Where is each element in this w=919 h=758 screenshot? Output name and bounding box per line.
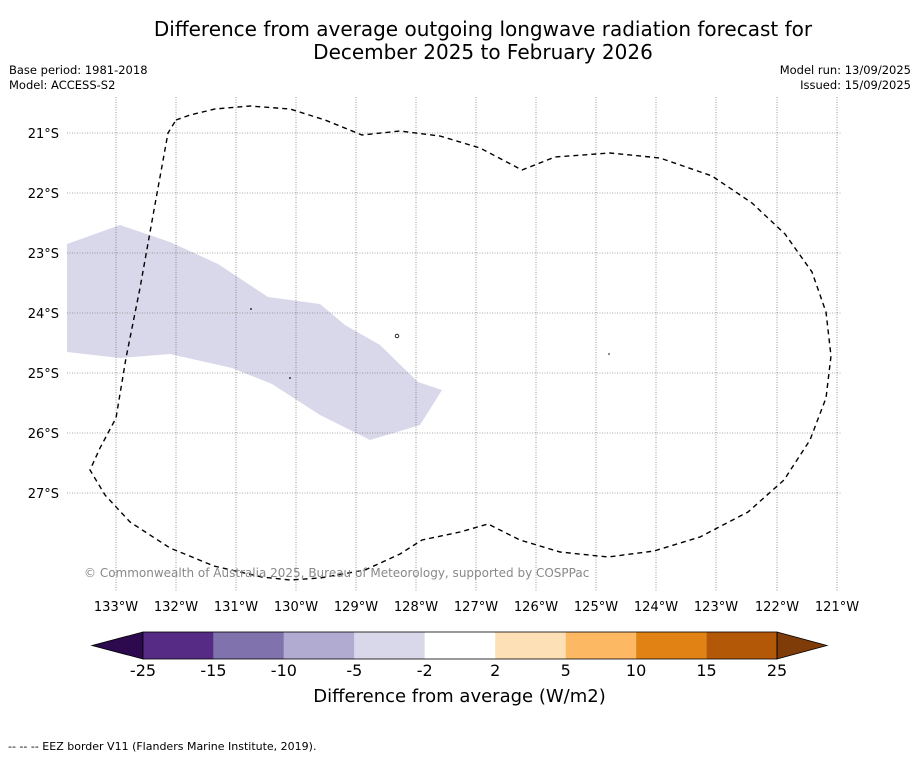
data-speck (250, 308, 252, 310)
colorbar-tick-label: -2 (416, 661, 433, 680)
map-title: Difference from average outgoing longwav… (0, 18, 919, 64)
run-info: Model run: 13/09/2025 Issued: 15/09/2025 (780, 63, 911, 93)
colorbar-segment (495, 632, 566, 659)
longitude-label: 128°W (394, 600, 438, 615)
colorbar-title: Difference from average (W/m2) (313, 686, 606, 707)
latitude-label: 23°S (28, 247, 59, 262)
colorbar-tick-label: -10 (270, 661, 297, 680)
latitude-label: 22°S (28, 187, 59, 202)
colorbar-tick-label: -5 (346, 661, 363, 680)
title-line-2: December 2025 to February 2026 (313, 40, 653, 64)
colorbar-tick-label: 5 (560, 661, 571, 680)
latitude-label: 21°S (28, 127, 59, 142)
latitude-label: 26°S (28, 427, 59, 442)
colorbar-tick-label: 15 (696, 661, 717, 680)
model-run-text: Model run: 13/09/2025 (779, 63, 911, 77)
issued-text: Issued: 15/09/2025 (800, 78, 911, 92)
title-line-1: Difference from average outgoing longwav… (153, 17, 813, 41)
colorbar-segment (636, 632, 707, 659)
longitude-label: 124°W (634, 600, 678, 615)
base-period-text: Base period: 1981-2018 (9, 63, 148, 77)
colorbar-extend-high (776, 631, 829, 660)
longitude-label: 121°W (815, 600, 859, 615)
model-text: Model: ACCESS-S2 (9, 78, 116, 92)
colorbar-outline (142, 631, 778, 660)
longitude-label: 126°W (514, 600, 558, 615)
latitude-label: 27°S (28, 487, 59, 502)
longitude-label: 123°W (694, 600, 738, 615)
colorbar-tick-label: -15 (200, 661, 227, 680)
longitude-label: 130°W (274, 600, 318, 615)
gridlines (67, 97, 842, 592)
latitude-label: 24°S (28, 307, 59, 322)
longitude-label: 127°W (454, 600, 498, 615)
anomaly-region (67, 225, 442, 440)
longitude-label: 131°W (214, 600, 258, 615)
colorbar-segment (424, 632, 496, 659)
footer-note: -- -- -- EEZ border V11 (Flanders Marine… (8, 740, 317, 753)
colorbar-extend-low (90, 631, 144, 660)
colorbar-segment (565, 632, 637, 659)
copyright-text: © Commonwealth of Australia 2025, Bureau… (84, 566, 589, 580)
longitude-label: 125°W (574, 600, 618, 615)
eez-border (89, 105, 832, 581)
colorbar-segment (354, 632, 425, 659)
longitude-label: 129°W (334, 600, 378, 615)
latitude-labels: 21°S 22°S 23°S 24°S 25°S 26°S 27°S (28, 127, 59, 502)
colorbar-segment (213, 632, 284, 659)
data-speck (394, 333, 400, 339)
colorbar-segment (706, 632, 777, 659)
colorbar-tick-label: 2 (490, 661, 501, 680)
data-speck (608, 353, 610, 355)
colorbar-segment (143, 632, 214, 659)
longitude-label: 133°W (94, 600, 138, 615)
data-speck (289, 377, 291, 379)
colorbar-tick-label: -25 (129, 661, 157, 680)
colorbar-segment (283, 632, 355, 659)
base-info: Base period: 1981-2018 Model: ACCESS-S2 (9, 63, 148, 93)
longitude-labels: 133°W 132°W 131°W 130°W 129°W 128°W 127°W 126°W… (94, 600, 859, 615)
colorbar-tick-label: 10 (625, 661, 647, 680)
latitude-label: 25°S (28, 367, 59, 382)
colorbar-tick-label: 25 (766, 661, 788, 680)
longitude-label: 122°W (755, 600, 799, 615)
longitude-label: 132°W (154, 600, 198, 615)
colorbar (90, 631, 829, 660)
